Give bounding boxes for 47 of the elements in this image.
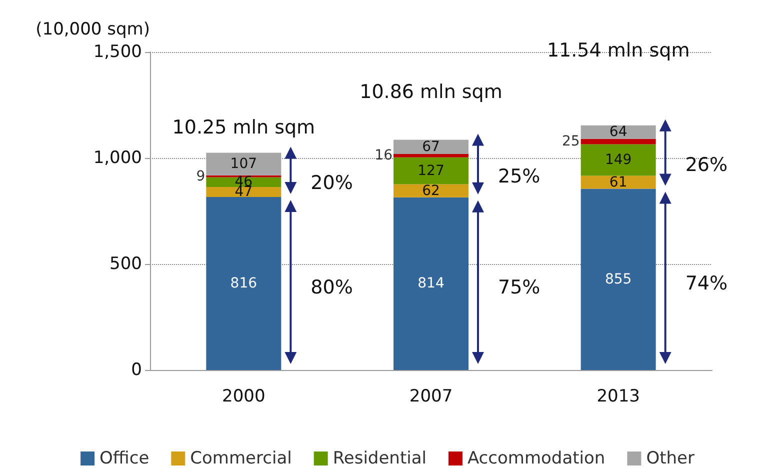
annotation: 75%: [498, 276, 540, 299]
bar: [206, 197, 282, 370]
data-label: 149: [604, 152, 632, 168]
y-tick-label: 0: [131, 360, 142, 380]
y-tick-label: 1,000: [93, 148, 142, 168]
annotation: 26%: [685, 154, 728, 176]
annotation: 20%: [310, 172, 353, 194]
annotation: 11.54 mln sqm: [546, 39, 690, 62]
x-tick-label: 2013: [596, 386, 640, 406]
annotation: 10.86 mln sqm: [360, 80, 502, 103]
data-label: 814: [418, 276, 444, 292]
annotation: 10.25 mln sqm: [172, 116, 316, 139]
legend-label: Accommodation: [467, 448, 606, 468]
y-tick-label: 500: [110, 254, 142, 274]
data-label: 64: [609, 124, 628, 140]
data-label: 107: [230, 156, 258, 172]
legend-label: Commercial: [190, 448, 292, 468]
bar: [206, 187, 282, 198]
y-tick-label: 1,500: [93, 42, 142, 62]
bar: [580, 144, 656, 176]
bar: [394, 154, 468, 158]
bar: [580, 125, 656, 139]
legend-label: Other: [646, 448, 694, 468]
legend-label: Office: [100, 448, 150, 468]
data-label: 61: [609, 174, 628, 190]
y-axis-title: (10,000 sqm): [36, 20, 150, 40]
data-label: 816: [230, 276, 258, 292]
bar: [206, 152, 282, 176]
bar: [394, 197, 468, 370]
legend-label: Residential: [332, 448, 426, 468]
bar: [394, 157, 468, 184]
data-label: 67: [422, 138, 440, 155]
data-label: 127: [418, 162, 444, 179]
annotation: 74%: [685, 272, 728, 294]
data-label: 16: [374, 148, 393, 164]
annotation: 25%: [498, 166, 540, 188]
bar: [580, 138, 656, 144]
x-tick-label: 2007: [409, 386, 453, 406]
annotation: 80%: [310, 276, 353, 299]
x-tick-label: 2000: [222, 386, 266, 406]
bar: [394, 184, 468, 198]
data-label: 855: [604, 271, 632, 288]
bar: [394, 140, 468, 154]
bar: [580, 188, 656, 370]
data-label: 62: [422, 182, 440, 199]
data-label: 25: [562, 134, 580, 150]
data-label: 9: [196, 168, 206, 184]
